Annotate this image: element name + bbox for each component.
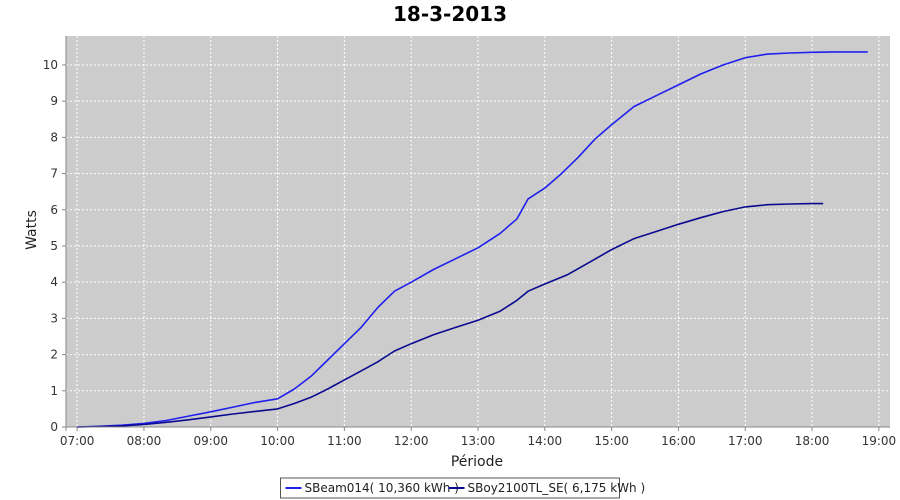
x-tick-label: 10:00	[260, 434, 295, 448]
y-tick-label: 4	[50, 275, 58, 289]
y-tick-label: 7	[50, 167, 58, 181]
x-tick-label: 14:00	[528, 434, 563, 448]
legend-label-1: SBeam014( 10,360 kWh )	[305, 481, 459, 495]
x-tick-label: 18:00	[795, 434, 830, 448]
y-tick-label: 0	[50, 420, 58, 434]
x-tick-label: 11:00	[327, 434, 362, 448]
chart-title: 18-3-2013	[393, 2, 507, 26]
y-tick-label: 8	[50, 130, 58, 144]
y-tick-label: 5	[50, 239, 58, 253]
y-tick-label: 2	[50, 348, 58, 362]
x-tick-label: 15:00	[594, 434, 629, 448]
y-tick-label: 10	[43, 58, 58, 72]
series-line-1	[77, 51, 868, 428]
x-tick-label: 07:00	[60, 434, 95, 448]
x-tick-label: 09:00	[193, 434, 228, 448]
y-tick-label: 6	[50, 203, 58, 217]
x-tick-label: 19:00	[862, 434, 897, 448]
x-tick-label: 12:00	[394, 434, 429, 448]
y-axis-label: Watts	[24, 210, 40, 250]
axes: 0 1 2 3 4 5 6 7 8 9 10 07:00 08:00 09:00 10:00 11:00 12:…	[43, 36, 896, 448]
x-axis-label: Période	[451, 454, 503, 470]
x-tick-label: 13:00	[461, 434, 496, 448]
y-tick-label: 9	[50, 94, 58, 108]
legend-label-2: SBoy2100TL_SE( 6,175 kWh )	[468, 481, 646, 495]
y-tick-label: 1	[50, 384, 58, 398]
x-tick-label: 16:00	[661, 434, 696, 448]
x-tick-label: 08:00	[127, 434, 162, 448]
plot-area	[66, 36, 890, 428]
legend: SBeam014( 10,360 kWh ) SBoy2100TL_SE( 6,1…	[280, 477, 646, 499]
series-line-2	[77, 202, 824, 428]
y-tick-label: 3	[50, 311, 58, 325]
x-tick-label: 17:00	[728, 434, 763, 448]
